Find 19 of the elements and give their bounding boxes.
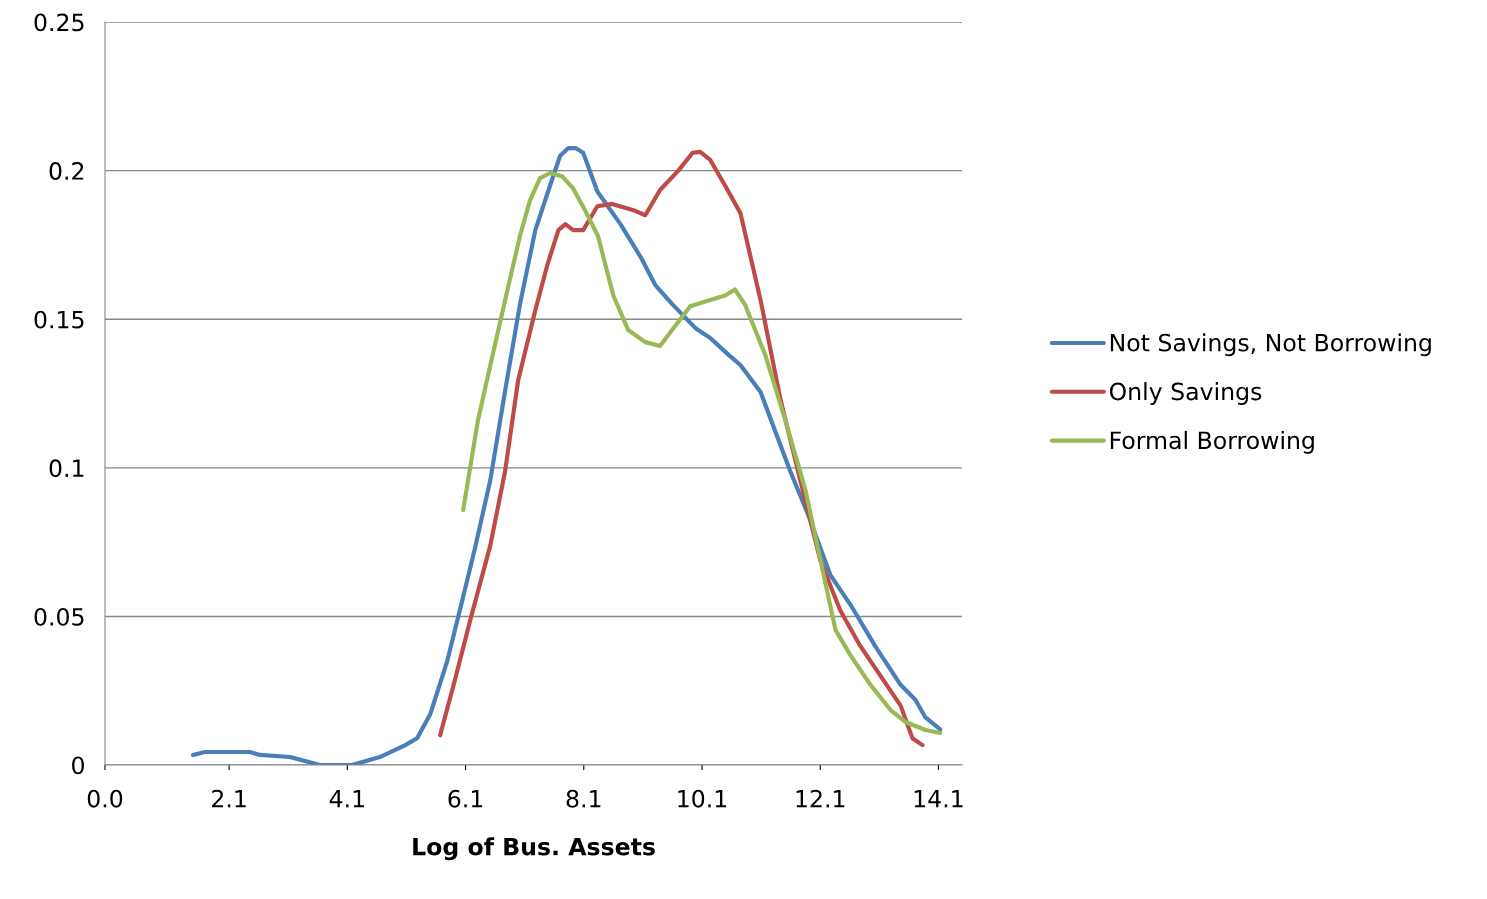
y-tick-label: 0.15 — [34, 310, 84, 329]
x-tick-label: 0.0 — [87, 789, 123, 808]
y-tick-label: 0.25 — [34, 13, 84, 32]
legend-label: Only Savings — [1109, 382, 1262, 405]
x-tick-label: 10.1 — [678, 789, 727, 808]
x-tick-label: 6.1 — [448, 789, 483, 808]
x-tick-label: 4.1 — [329, 790, 364, 808]
x-axis-title: Log of Bus. Assets — [413, 837, 655, 861]
y-tick-label: 0 — [72, 756, 84, 775]
legend-label: Formal Borrowing — [1110, 430, 1314, 454]
legend-label: Not Savings, Not Borrowing — [1110, 333, 1431, 357]
x-tick-label: 12.1 — [796, 789, 845, 808]
x-tick-label: 8.1 — [566, 789, 601, 808]
y-tick-label: 0.1 — [49, 459, 84, 478]
y-tick-label: 0.05 — [34, 607, 84, 626]
line-series — [190, 145, 943, 766]
x-tick-label: 2.1 — [212, 789, 246, 808]
y-tick-label: 0.2 — [49, 162, 84, 180]
x-tick-label: 14.1 — [914, 790, 963, 808]
